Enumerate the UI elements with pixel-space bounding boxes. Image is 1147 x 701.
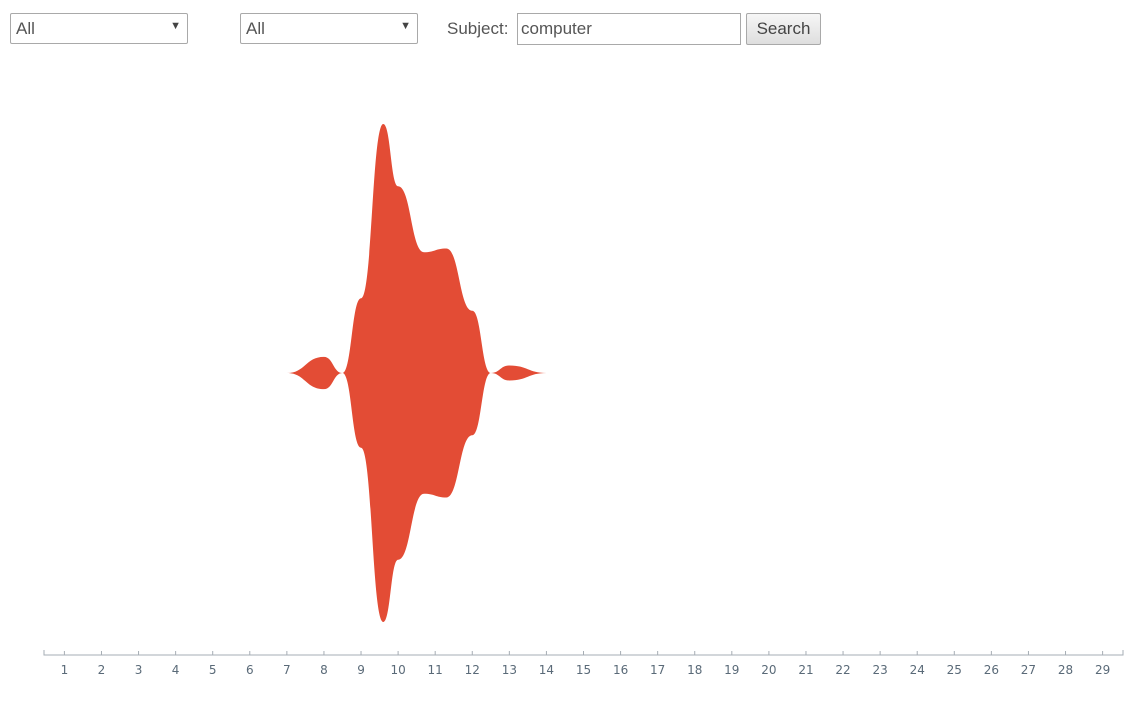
x-tick-label: 9 [357, 663, 365, 677]
dropdown-arrow-icon: ▼ [170, 20, 181, 32]
x-tick-label: 24 [910, 663, 925, 677]
x-tick-label: 19 [724, 663, 739, 677]
x-tick-label: 6 [246, 663, 254, 677]
x-tick-label: 20 [761, 663, 776, 677]
x-tick-label: 16 [613, 663, 628, 677]
x-tick-label: 23 [872, 663, 887, 677]
subject-label: Subject: [447, 19, 509, 38]
x-tick-label: 14 [539, 663, 554, 677]
x-tick-label: 2 [98, 663, 106, 677]
x-tick-label: 4 [172, 663, 180, 677]
x-tick-label: 3 [135, 663, 143, 677]
x-tick-label: 17 [650, 663, 665, 677]
x-tick-label: 1 [61, 663, 69, 677]
first-filter-value: All [16, 19, 35, 38]
x-tick-label: 12 [465, 663, 480, 677]
second-filter-select[interactable]: All ▼ [240, 13, 418, 44]
x-tick-label: 10 [390, 663, 405, 677]
x-tick-label: 8 [320, 663, 328, 677]
subject-input[interactable] [517, 13, 741, 45]
x-tick-label: 15 [576, 663, 591, 677]
x-tick-label: 5 [209, 663, 217, 677]
second-filter-value: All [246, 19, 265, 38]
x-tick-label: 13 [502, 663, 517, 677]
filter-toolbar: All ▼ All ▼ Subject: Search [0, 0, 1147, 60]
x-tick-label: 29 [1095, 663, 1110, 677]
stream-series-area[interactable] [64, 124, 1103, 622]
x-tick-label: 26 [984, 663, 999, 677]
first-filter-select[interactable]: All ▼ [10, 13, 188, 44]
x-tick-label: 22 [835, 663, 850, 677]
x-tick-label: 21 [798, 663, 813, 677]
x-tick-label: 7 [283, 663, 291, 677]
x-tick-label: 25 [947, 663, 962, 677]
x-tick-label: 28 [1058, 663, 1073, 677]
x-tick-label: 27 [1021, 663, 1036, 677]
x-tick-label: 11 [428, 663, 443, 677]
x-tick-label: 18 [687, 663, 702, 677]
search-button[interactable]: Search [746, 13, 821, 45]
x-axis: 1 2 3 4 5 6 7 8 9 10 11 12 13 14 15 16 17 18 19 20 21 22 23 24 2… [43, 650, 1124, 677]
dropdown-arrow-icon: ▼ [400, 20, 411, 32]
